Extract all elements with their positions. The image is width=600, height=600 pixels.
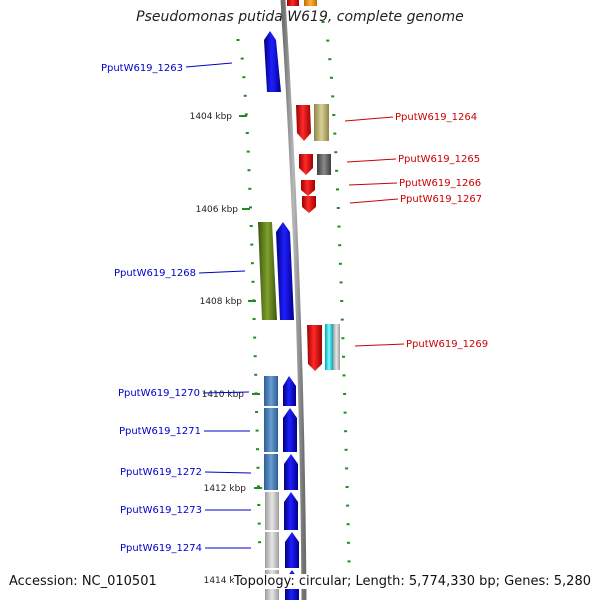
accession-text: Accession: NC_010501 [9, 574, 157, 589]
partial-gene-feature [287, 0, 299, 6]
gene-shading-1273 [265, 492, 279, 530]
gene-label-1265[interactable]: PputW619_1265 [398, 154, 480, 165]
tick-marks-right [321, 21, 351, 563]
topology-text: Topology: circular; Length: 5,774,330 bp… [233, 574, 591, 589]
label-leader [346, 158, 397, 163]
label-leader [185, 62, 233, 68]
gene-feature-1268[interactable] [276, 222, 294, 320]
gene-label-1269[interactable]: PputW619_1269 [406, 339, 488, 350]
scale-label-1408: 1408 kbp [200, 297, 243, 307]
gene-shading-1272 [264, 454, 278, 490]
label-leader [198, 270, 246, 274]
gene-feature-1265[interactable] [299, 154, 313, 175]
gene-feature-1271[interactable] [283, 408, 297, 452]
map-title: Pseudomonas putida W619, complete genome [136, 9, 464, 25]
gene-feature-1267[interactable] [302, 196, 316, 213]
gene-label-1274[interactable]: PputW619_1274 [120, 543, 202, 554]
gene-feature-1263[interactable] [264, 31, 281, 92]
label-leader [202, 391, 250, 394]
gene-label-1271[interactable]: PputW619_1271 [119, 426, 201, 437]
scale-label-1404: 1404 kbp [190, 112, 233, 122]
gene-feature-1269-cyan[interactable] [325, 324, 333, 370]
gene-label-1270[interactable]: PputW619_1270 [118, 388, 200, 399]
gene-label-1266[interactable]: PputW619_1266 [399, 178, 481, 189]
gene-feature-1268-olive[interactable] [258, 222, 277, 320]
gene-shading-1270 [264, 376, 278, 406]
scale-label-1414: 1414 kbp [204, 576, 247, 586]
gene-shading-1274 [265, 532, 279, 568]
partial-gene-feature [304, 0, 317, 6]
gene-feature-1264-khaki[interactable] [314, 104, 329, 141]
gene-label-1268[interactable]: PputW619_1268 [114, 268, 196, 279]
gene-feature-1273[interactable] [284, 492, 298, 530]
label-leader [204, 471, 252, 474]
label-leader [354, 343, 405, 347]
scale-label-1412: 1412 kbp [204, 484, 247, 494]
label-leader [344, 116, 394, 122]
gene-feature-1264[interactable] [296, 105, 311, 141]
gene-label-1263[interactable]: PputW619_1263 [101, 63, 183, 74]
gene-feature-1269[interactable] [307, 325, 322, 371]
gene-label-1273[interactable]: PputW619_1273 [120, 505, 202, 516]
scale-label-1406: 1406 kbp [196, 205, 239, 215]
gene-feature-1272[interactable] [284, 454, 298, 490]
scale-label-1410: 1410 kbp [202, 390, 245, 400]
label-leader [348, 182, 398, 186]
genome-backbone [280, 0, 307, 600]
gene-feature-1265-gray[interactable] [317, 154, 331, 175]
gene-label-1272[interactable]: PputW619_1272 [120, 467, 202, 478]
gene-label-1264[interactable]: PputW619_1264 [395, 112, 477, 123]
gene-label-1267[interactable]: PputW619_1267 [400, 194, 482, 205]
label-leader [349, 198, 399, 204]
gene-feature-1266[interactable] [301, 180, 315, 196]
gene-feature-1274[interactable] [285, 532, 299, 568]
gene-feature-1270[interactable] [283, 376, 296, 406]
gene-feature-1269-gray[interactable] [333, 324, 340, 370]
gene-shading-1271 [264, 408, 278, 452]
